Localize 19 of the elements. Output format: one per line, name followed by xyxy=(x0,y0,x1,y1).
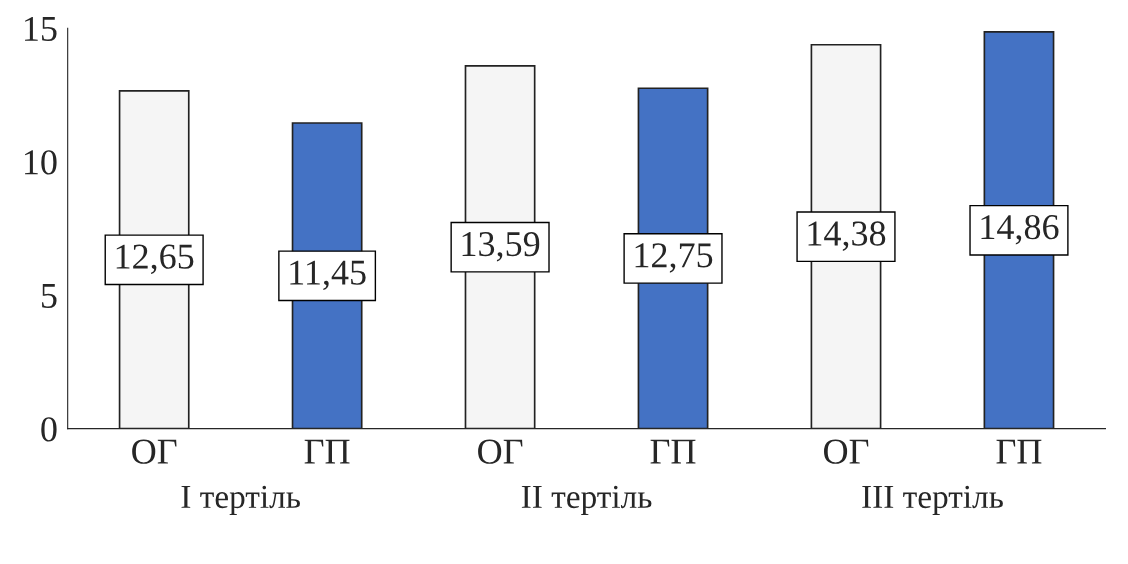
x-tick-label: ГП xyxy=(304,439,350,464)
text: ІІІ тертіль xyxy=(862,485,1003,515)
data-label: 14,38 xyxy=(808,221,886,251)
x-tick-label: ОГ xyxy=(478,439,523,464)
y-tick-label: 5 xyxy=(42,284,57,309)
y-tick-label: 15 xyxy=(25,16,57,42)
text: ІІ тертіль xyxy=(521,485,652,515)
data-label: 13,59 xyxy=(462,232,540,262)
y-tick-label: 0 xyxy=(41,417,57,442)
x-tick-label: ГП xyxy=(650,439,696,464)
x-tick-label: ОГ xyxy=(132,439,177,464)
data-label: 11,45 xyxy=(290,260,366,291)
data-label: 12,65 xyxy=(116,244,194,275)
y-tick-label: 10 xyxy=(25,150,57,175)
text: І тертіль xyxy=(181,485,300,515)
data-label: 14,86 xyxy=(981,214,1059,245)
data-label: 12,75 xyxy=(635,243,713,273)
x-tick-label: ОГ xyxy=(824,439,869,464)
x-tick-label: ГП xyxy=(996,439,1042,464)
